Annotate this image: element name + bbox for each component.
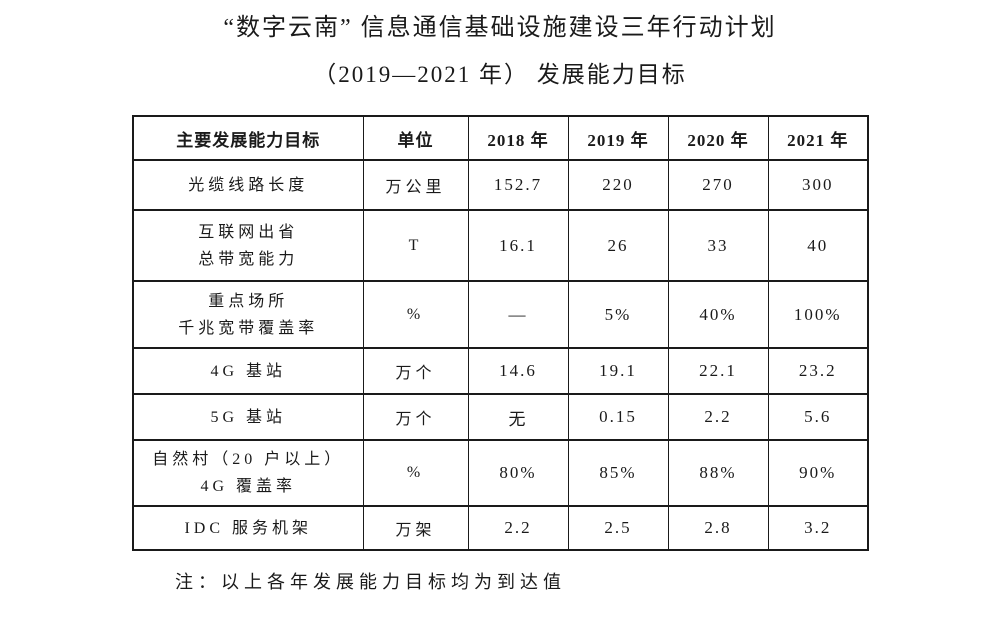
development-targets-table: 主要发展能力目标 单位 2018 年 2019 年 2020 年 2021 年 … [132, 115, 869, 551]
unit-cell: 万架 [362, 505, 469, 551]
value-cell: 26 [567, 209, 669, 282]
value-cell: 40 [767, 209, 869, 282]
value-cell: 16.1 [467, 209, 569, 282]
value-cell: 40% [667, 280, 769, 349]
unit-cell: T [362, 209, 469, 282]
value-cell: 2.8 [667, 505, 769, 551]
value-cell: 22.1 [667, 347, 769, 395]
row-label: 重点场所 千兆宽带覆盖率 [132, 280, 364, 349]
row-label: 4G 基站 [132, 347, 364, 395]
value-cell: 100% [767, 280, 869, 349]
value-cell: 无 [467, 393, 569, 441]
table-row: 自然村（20 户以上） 4G 覆盖率 % 80% 85% 88% 90% [132, 439, 869, 507]
header-year-2018: 2018 年 [467, 115, 569, 161]
unit-cell: 万个 [362, 393, 469, 441]
value-cell: 2.2 [467, 505, 569, 551]
value-cell: 80% [467, 439, 569, 507]
value-cell: 2.5 [567, 505, 669, 551]
value-cell: 220 [567, 159, 669, 211]
row-label: IDC 服务机架 [132, 505, 364, 551]
document-title-line2: （2019—2021 年） 发展能力目标 [313, 62, 687, 87]
footnote: 注：以上各年发展能力目标均为到达值 [175, 572, 566, 592]
row-label: 5G 基站 [132, 393, 364, 441]
value-cell: 0.15 [567, 393, 669, 441]
table-row: 5G 基站 万个 无 0.15 2.2 5.6 [132, 393, 869, 441]
value-cell: — [467, 280, 569, 349]
document-title-line1: “数字云南” 信息通信基础设施建设三年行动计划 [223, 15, 777, 41]
table-row: 4G 基站 万个 14.6 19.1 22.1 23.2 [132, 347, 869, 395]
value-cell: 88% [667, 439, 769, 507]
table-row: 互联网出省 总带宽能力 T 16.1 26 33 40 [132, 209, 869, 282]
header-year-2020: 2020 年 [667, 115, 769, 161]
value-cell: 3.2 [767, 505, 869, 551]
unit-cell: % [362, 280, 469, 349]
header-year-2019: 2019 年 [567, 115, 669, 161]
value-cell: 85% [567, 439, 669, 507]
table-row: 光缆线路长度 万公里 152.7 220 270 300 [132, 159, 869, 211]
row-label: 光缆线路长度 [132, 159, 364, 211]
value-cell: 5% [567, 280, 669, 349]
value-cell: 33 [667, 209, 769, 282]
table-header-row: 主要发展能力目标 单位 2018 年 2019 年 2020 年 2021 年 [132, 115, 869, 161]
header-main-target: 主要发展能力目标 [132, 115, 364, 161]
unit-cell: 万个 [362, 347, 469, 395]
value-cell: 90% [767, 439, 869, 507]
row-label: 互联网出省 总带宽能力 [132, 209, 364, 282]
header-unit: 单位 [362, 115, 469, 161]
value-cell: 300 [767, 159, 869, 211]
header-year-2021: 2021 年 [767, 115, 869, 161]
value-cell: 14.6 [467, 347, 569, 395]
value-cell: 19.1 [567, 347, 669, 395]
value-cell: 23.2 [767, 347, 869, 395]
value-cell: 5.6 [767, 393, 869, 441]
value-cell: 270 [667, 159, 769, 211]
value-cell: 152.7 [467, 159, 569, 211]
unit-cell: % [362, 439, 469, 507]
row-label: 自然村（20 户以上） 4G 覆盖率 [132, 439, 364, 507]
value-cell: 2.2 [667, 393, 769, 441]
unit-cell: 万公里 [362, 159, 469, 211]
table-row: IDC 服务机架 万架 2.2 2.5 2.8 3.2 [132, 505, 869, 551]
table-row: 重点场所 千兆宽带覆盖率 % — 5% 40% 100% [132, 280, 869, 349]
